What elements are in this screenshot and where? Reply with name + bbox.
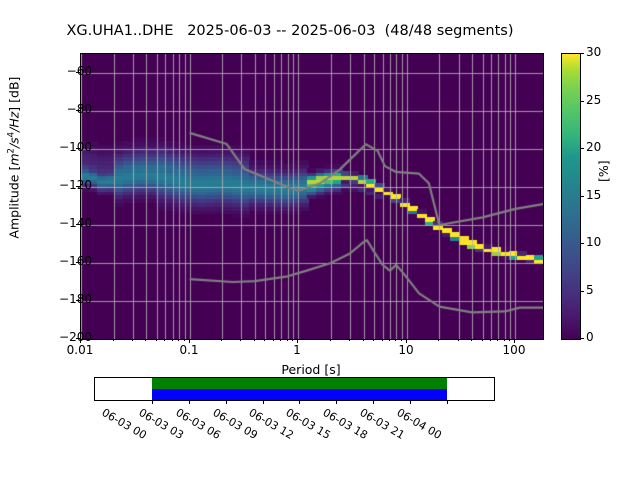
x-tick-mark: [132, 339, 133, 341]
x-tick-mark: [297, 339, 298, 343]
y-tick-label: −200: [59, 330, 92, 344]
y-tick-mark: [76, 72, 80, 73]
y-tick-label: −180: [59, 292, 92, 306]
y-tick-label: −140: [59, 216, 92, 230]
colorbar-tick-mark: [580, 291, 584, 292]
x-tick-mark: [221, 339, 222, 341]
x-tick-mark: [287, 339, 288, 341]
colorbar-tick-label: 15: [586, 188, 602, 202]
colorbar-tick-label: 0: [586, 330, 594, 344]
x-tick-mark: [292, 339, 293, 341]
x-tick-mark: [401, 339, 402, 341]
x-tick-mark: [113, 339, 114, 341]
x-tick-mark: [373, 339, 374, 341]
x-tick-mark: [509, 339, 510, 341]
timeline-tick-mark: [263, 400, 264, 404]
x-tick-mark: [471, 339, 472, 341]
y-tick-label: −60: [66, 64, 92, 78]
timeline-tick-mark: [152, 400, 153, 404]
x-tick-mark: [490, 339, 491, 341]
y-tick-mark: [76, 224, 80, 225]
psd-coverage-bar: [152, 389, 447, 400]
x-tick-mark: [389, 339, 390, 341]
y-tick-mark: [76, 186, 80, 187]
x-tick-mark: [172, 339, 173, 341]
timeline-tick-mark: [299, 400, 300, 404]
x-tick-mark: [482, 339, 483, 341]
x-tick-mark: [382, 339, 383, 341]
x-tick-mark: [80, 339, 81, 343]
x-tick-mark: [406, 339, 407, 343]
x-tick-mark: [497, 339, 498, 341]
x-tick-mark: [273, 339, 274, 341]
x-tick-mark: [254, 339, 255, 341]
y-tick-mark: [76, 110, 80, 111]
x-tick-mark: [264, 339, 265, 341]
x-tick-mark: [330, 339, 331, 341]
x-tick-mark: [189, 339, 190, 343]
timeline-tick-mark: [336, 400, 337, 404]
y-tick-label: −160: [59, 254, 92, 268]
y-tick-label: −100: [59, 140, 92, 154]
colorbar-tick-label: 25: [586, 93, 602, 107]
x-tick-mark: [349, 339, 350, 341]
x-tick-label: 1: [293, 343, 301, 357]
x-tick-mark: [280, 339, 281, 341]
colorbar-label: [%]: [596, 160, 611, 182]
timeline-tick-mark: [226, 400, 227, 404]
colorbar-tick-label: 20: [586, 140, 602, 154]
colorbar-tick-label: 30: [586, 45, 602, 59]
x-tick-label: 10: [398, 343, 414, 357]
y-tick-label: −80: [66, 102, 92, 116]
data-coverage-bar: [152, 378, 447, 389]
x-tick-label: 0.1: [179, 343, 199, 357]
y-tick-label: −120: [59, 178, 92, 192]
colorbar-tick-label: 10: [586, 235, 602, 249]
x-tick-label: 100: [502, 343, 526, 357]
x-tick-mark: [178, 339, 179, 341]
x-tick-mark: [514, 339, 515, 343]
x-tick-mark: [145, 339, 146, 341]
ppsd-density-canvas: [81, 54, 543, 339]
x-tick-mark: [438, 339, 439, 341]
colorbar-tick-mark: [580, 101, 584, 102]
ppsd-plot-area: [80, 53, 544, 340]
x-tick-mark: [164, 339, 165, 341]
timeline-tick-mark: [447, 400, 448, 404]
colorbar: [561, 53, 581, 340]
x-tick-mark: [395, 339, 396, 341]
timeline-tick-mark: [373, 400, 374, 404]
x-axis-label: Period [s]: [281, 362, 341, 377]
x-tick-mark: [504, 339, 505, 341]
x-tick-mark: [156, 339, 157, 341]
page-title: XG.UHA1..DHE 2025-06-03 -- 2025-06-03 (4…: [66, 23, 514, 39]
y-tick-mark: [76, 262, 80, 263]
colorbar-tick-mark: [580, 53, 584, 54]
y-tick-mark: [76, 338, 80, 339]
colorbar-tick-mark: [580, 196, 584, 197]
x-tick-mark: [184, 339, 185, 341]
y-tick-mark: [76, 300, 80, 301]
timeline-tick-mark: [189, 400, 190, 404]
colorbar-tick-mark: [580, 243, 584, 244]
y-axis-label: Amplitude [m2/s4/Hz] [dB]: [6, 76, 22, 239]
x-tick-mark: [240, 339, 241, 341]
colorbar-tick-mark: [580, 338, 584, 339]
colorbar-tick-mark: [580, 148, 584, 149]
x-tick-mark: [363, 339, 364, 341]
x-tick-label: 0.01: [66, 343, 94, 357]
colorbar-tick-label: 5: [586, 283, 594, 297]
timeline-tick-mark: [410, 400, 411, 404]
y-tick-mark: [76, 148, 80, 149]
x-tick-mark: [458, 339, 459, 341]
